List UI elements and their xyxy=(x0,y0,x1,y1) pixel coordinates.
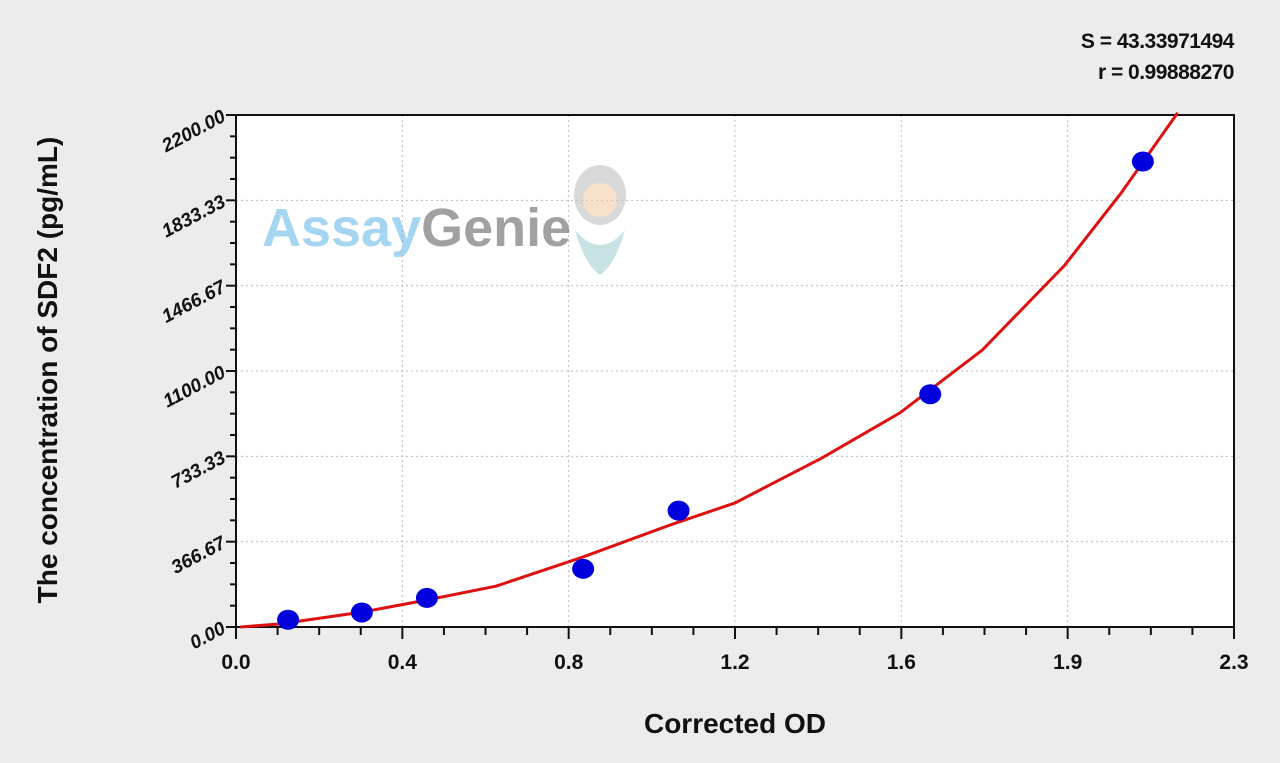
y-tick-label: 1466.67 xyxy=(159,276,231,327)
data-point xyxy=(572,558,595,579)
x-tick-label: 0.0 xyxy=(221,651,250,674)
assaygenie-logo-watermark: AssayGenie xyxy=(262,165,626,275)
x-tick-label: 2.3 xyxy=(1219,651,1248,674)
x-tick-label: 0.8 xyxy=(554,651,584,674)
y-tick-label: 0.00 xyxy=(187,618,230,654)
fit-curve xyxy=(240,112,1179,629)
x-tick-label: 0.4 xyxy=(388,651,418,674)
y-tick-label: 2200.00 xyxy=(158,106,230,157)
y-tick-label: 366.67 xyxy=(168,532,230,578)
y-tick-label: 1100.00 xyxy=(160,362,230,412)
y-axis-label: The concentration of SDF2 (pg/mL) xyxy=(32,137,63,604)
data-point xyxy=(667,500,690,521)
data-point xyxy=(919,384,942,405)
data-point xyxy=(350,602,373,623)
genie-body-icon xyxy=(575,230,625,275)
genie-face-icon xyxy=(583,183,617,217)
x-tick-label: 1.2 xyxy=(720,651,749,674)
data-point xyxy=(1131,151,1154,172)
r-statistic: r = 0.99888270 xyxy=(1097,61,1235,84)
s-statistic: S = 43.33971494 xyxy=(1080,30,1235,53)
x-tick-label: 1.6 xyxy=(887,651,916,674)
data-point xyxy=(415,587,438,608)
plot-border xyxy=(235,114,1235,628)
y-tick-label: 1833.33 xyxy=(159,191,230,242)
data-point xyxy=(277,609,300,630)
watermark-text: AssayGenie xyxy=(262,198,571,258)
x-tick-label: 1.9 xyxy=(1053,651,1082,674)
y-tick-label: 733.33 xyxy=(168,447,230,493)
x-axis-label: Corrected OD xyxy=(644,708,826,739)
